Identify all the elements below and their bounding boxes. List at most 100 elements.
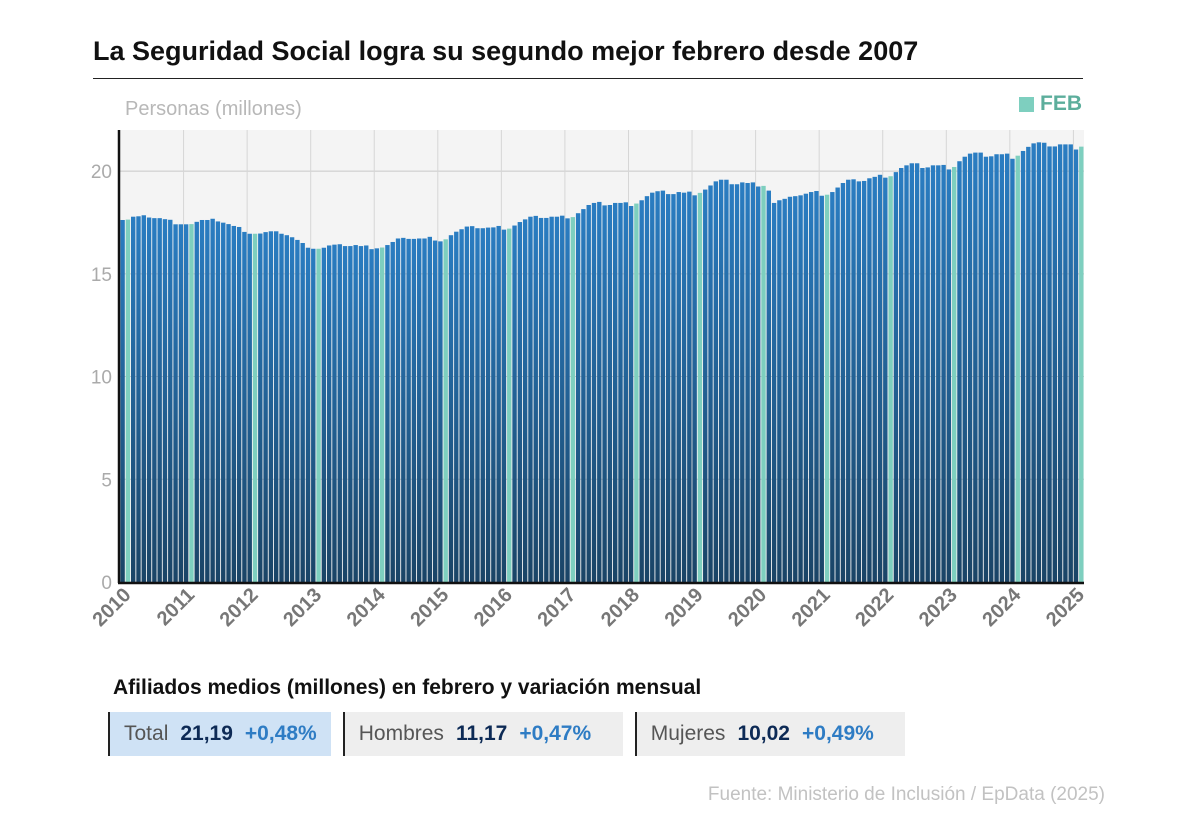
- x-tick-label: 2024: [978, 583, 1026, 631]
- bar-month: [406, 238, 411, 582]
- bar-month: [819, 195, 824, 582]
- bar-month: [512, 225, 517, 582]
- summary-value: 11,17: [455, 722, 508, 745]
- bar-february: [634, 203, 639, 582]
- bar-month: [856, 181, 862, 582]
- bar-month: [914, 163, 920, 582]
- bar-month: [671, 194, 676, 583]
- bar-month: [364, 245, 369, 582]
- bar-month: [130, 216, 136, 582]
- bar-february: [189, 224, 194, 582]
- y-tick-label: 0: [101, 573, 112, 594]
- bar-month: [1057, 144, 1063, 582]
- bar-month: [438, 241, 443, 582]
- bar-month: [385, 245, 390, 582]
- bar-month: [199, 219, 205, 583]
- bar-month: [586, 204, 591, 582]
- bar-month: [1010, 158, 1015, 582]
- bar-month: [1068, 144, 1073, 582]
- bar-month: [395, 238, 401, 583]
- bar-month: [417, 238, 422, 583]
- bar-month: [448, 235, 454, 582]
- bar-month: [602, 205, 607, 582]
- bar-february: [379, 247, 385, 582]
- bar-month: [756, 186, 761, 582]
- bar-month: [597, 201, 602, 582]
- bar-month: [258, 233, 263, 583]
- bar-month: [983, 156, 989, 582]
- bar-february: [697, 192, 703, 583]
- x-tick-label: 2023: [915, 584, 962, 631]
- bar-february: [316, 248, 321, 582]
- bar-month: [554, 216, 560, 582]
- bar-month: [432, 240, 438, 582]
- bar-month: [173, 224, 178, 582]
- bar-month: [904, 165, 909, 582]
- bar-month: [454, 231, 459, 582]
- x-tick-label: 2014: [343, 583, 391, 631]
- bar-month: [305, 247, 311, 582]
- bar-month: [226, 224, 231, 582]
- x-tick-label: 2012: [216, 584, 263, 631]
- bar-month: [830, 192, 835, 582]
- bar-month: [808, 192, 814, 582]
- bar-month: [194, 221, 199, 582]
- bar-month: [973, 152, 978, 582]
- bar-month: [920, 168, 925, 582]
- bar-month: [814, 191, 819, 582]
- bar-month: [469, 226, 475, 583]
- summary-change: +0,49%: [802, 722, 874, 745]
- summary-boxes: Total 21,19 +0,48% Hombres 11,17 +0,47% …: [108, 712, 905, 756]
- bar-month: [644, 196, 650, 582]
- bar-month: [295, 239, 300, 582]
- bar-month: [1020, 150, 1026, 582]
- bar-month: [231, 225, 237, 582]
- bar-month: [422, 238, 427, 583]
- bar-month: [877, 174, 883, 582]
- bar-month: [501, 229, 507, 583]
- x-tick-label: 2013: [279, 584, 326, 631]
- summary-label: Mujeres: [650, 722, 726, 745]
- bar-month: [263, 232, 268, 583]
- bar-month: [650, 192, 655, 582]
- bar-month: [581, 209, 586, 582]
- summary-change: +0,47%: [519, 722, 592, 745]
- bar-february: [824, 194, 830, 582]
- x-tick-label: 2015: [406, 584, 453, 631]
- bar-month: [745, 183, 750, 583]
- bar-month: [337, 244, 342, 582]
- bar-month: [623, 202, 628, 582]
- bar-month: [999, 154, 1005, 582]
- x-tick-label: 2021: [788, 584, 835, 631]
- y-tick-label: 10: [91, 368, 112, 389]
- bar-month: [168, 219, 173, 582]
- bar-month: [464, 226, 470, 582]
- bar-month: [840, 183, 846, 583]
- legend-label-feb: FEB: [1040, 92, 1082, 115]
- bar-month: [1042, 142, 1047, 583]
- bar-february: [1015, 155, 1020, 582]
- summary-hombres: Hombres 11,17 +0,47%: [342, 712, 623, 756]
- bar-month: [930, 165, 936, 582]
- bar-month: [374, 248, 380, 583]
- bar-month: [390, 241, 395, 583]
- bar-month: [957, 161, 962, 582]
- bar-month: [485, 227, 491, 582]
- bar-month: [146, 217, 152, 583]
- bar-month: [750, 182, 756, 582]
- bar-month: [544, 217, 549, 582]
- bar-month: [401, 237, 406, 582]
- bar-month: [247, 233, 252, 582]
- bar-month: [183, 224, 189, 582]
- bar-month: [607, 204, 613, 582]
- summary-label: Total: [124, 722, 169, 745]
- bar-month: [766, 190, 771, 583]
- x-tick-label: 2025: [1042, 584, 1089, 631]
- bar-month: [846, 179, 851, 582]
- bar-month: [480, 228, 485, 582]
- bar-month: [872, 176, 877, 583]
- bar-month: [787, 196, 793, 583]
- bar-month: [284, 235, 289, 582]
- bar-month: [517, 222, 523, 582]
- bar-month: [215, 221, 221, 582]
